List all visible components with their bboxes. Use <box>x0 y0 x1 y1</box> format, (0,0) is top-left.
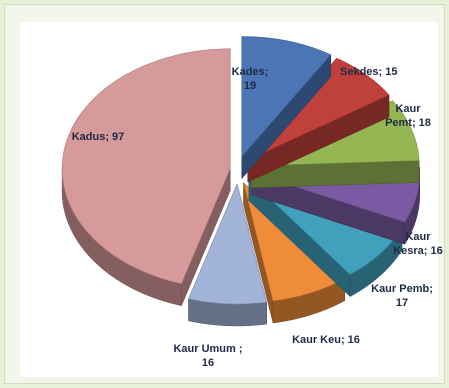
pie-slice-kades <box>241 36 332 180</box>
data-label-kadus: Kadus; 97 <box>72 131 125 143</box>
data-label-kades: Kades; 19 <box>232 66 269 92</box>
pie-slice-kaur-umum <box>188 183 267 327</box>
data-label-kaur-keu: Kaur Keu; 16 <box>292 334 360 346</box>
data-label-kaur-pemt: Kaur Pemt; 18 <box>385 103 431 129</box>
data-label-kaur-pemb: Kaur Pemb; 17 <box>371 283 433 309</box>
pie-slice-kadus <box>61 48 231 307</box>
data-label-sekdes: Sekdes; 15 <box>340 66 397 78</box>
data-label-kaur-kesra: Kaur Kesra; 16 <box>393 231 443 257</box>
data-label-kaur-umum: Kaur Umum ; 16 <box>173 343 242 369</box>
